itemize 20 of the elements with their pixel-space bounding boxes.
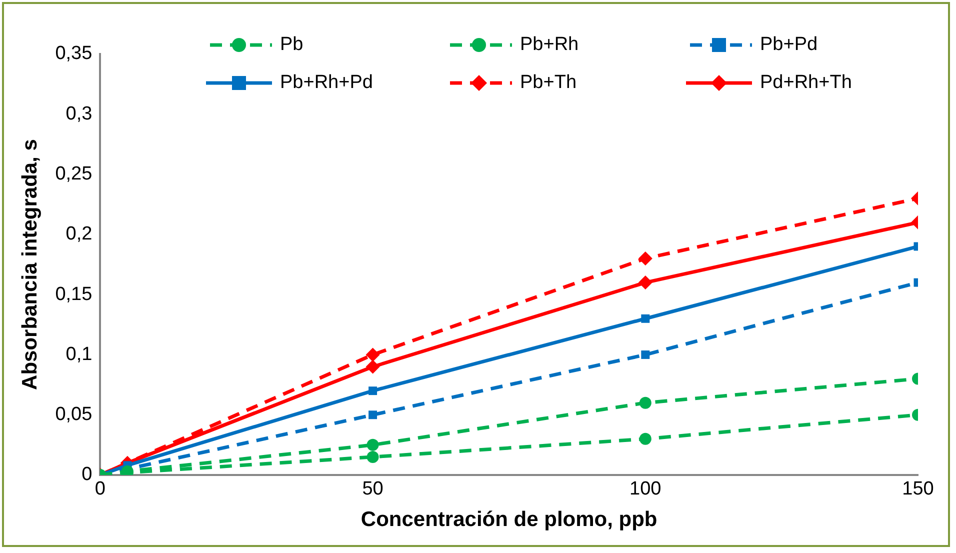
y-tick-label: 0,05: [55, 404, 92, 426]
x-tick-label: 150: [902, 478, 934, 500]
y-tick-label: 0,35: [55, 43, 92, 64]
y-tick-label: 0,25: [55, 164, 92, 185]
y-tick-label: 0,1: [66, 344, 92, 365]
x-tick-label: 0: [94, 478, 106, 500]
x-tick-label: 100: [630, 478, 662, 500]
legend-label: Pb+Th: [520, 72, 577, 94]
legend-label: Pb: [280, 34, 304, 56]
y-tick-label: 0: [82, 464, 92, 486]
legend-label: Pb+Rh+Pd: [280, 72, 373, 94]
x-tick-label: 50: [362, 478, 384, 500]
y-tick-label: 0,2: [66, 224, 92, 245]
y-axis-title: Absorbancia integrada, s: [18, 139, 42, 390]
legend-label: Pb+Rh: [520, 34, 579, 56]
legend-label: Pd+Rh+Th: [760, 72, 852, 94]
legend-label: Pb+Pd: [760, 34, 818, 56]
y-tick-label: 0,3: [66, 103, 92, 124]
y-tick-label: 0,15: [55, 284, 92, 305]
x-axis-title: Concentración de plomo, ppb: [360, 508, 658, 532]
